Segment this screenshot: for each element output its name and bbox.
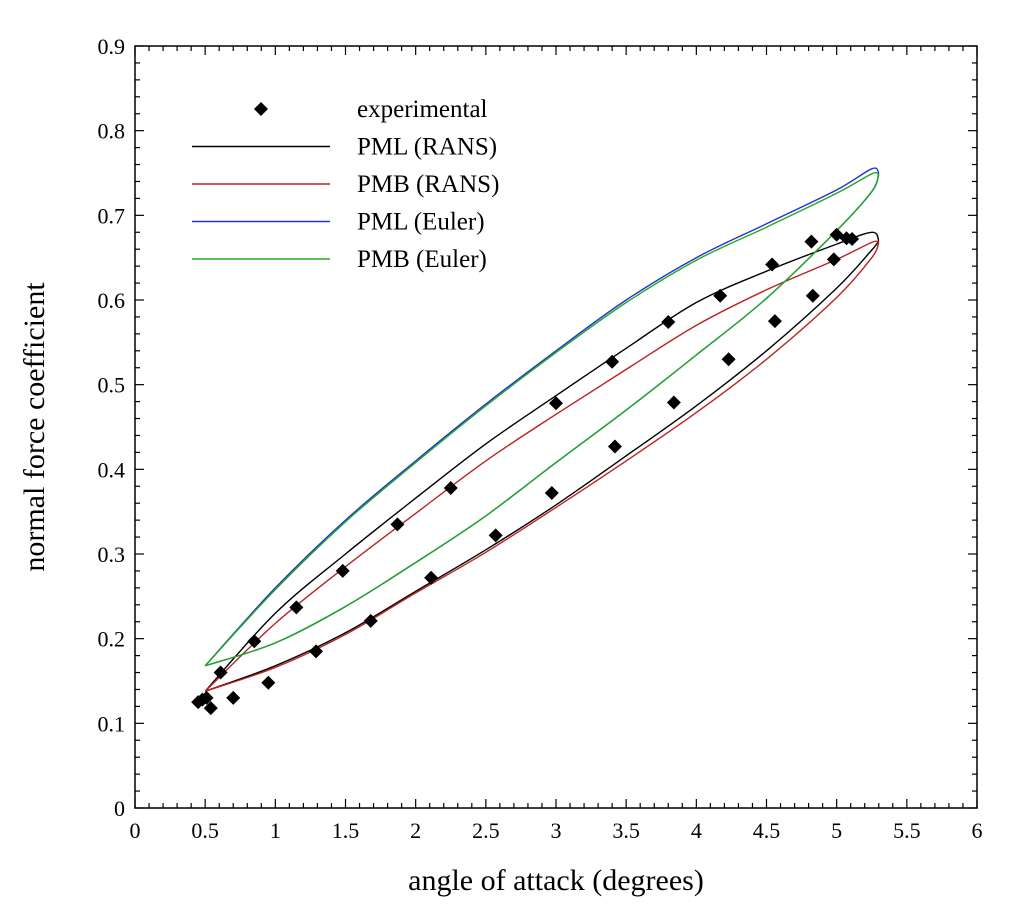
x-axis-title: angle of attack (degrees) <box>408 864 704 897</box>
data-point <box>199 690 214 705</box>
y-tick-label: 0.3 <box>98 542 126 567</box>
data-point <box>767 314 782 329</box>
data-point <box>805 288 820 303</box>
curve-pmb-rans-lower <box>204 242 880 692</box>
axis-ticks <box>134 45 978 809</box>
y-axis-title: normal force coefficient <box>18 282 51 572</box>
x-tick-label: 0 <box>130 818 141 843</box>
data-point <box>203 701 218 716</box>
legend-label: experimental <box>357 96 488 123</box>
data-point <box>666 395 681 410</box>
y-tick-labels: 0 0.1 0.2 0.3 0.4 0.5 0.6 0.7 0.8 0.9 <box>98 34 126 821</box>
data-point <box>443 480 458 495</box>
x-tick-label: 2 <box>410 818 421 843</box>
data-point <box>549 396 563 411</box>
x-tick-label: 6 <box>972 818 983 843</box>
y-tick-label: 0.8 <box>98 119 126 144</box>
x-tick-label: 2.5 <box>472 818 500 843</box>
x-tick-label: 5 <box>831 818 842 843</box>
experimental-markers <box>191 227 860 716</box>
data-point <box>226 690 241 705</box>
data-point <box>309 644 324 659</box>
data-point <box>804 234 819 249</box>
data-point <box>605 354 620 369</box>
data-point <box>713 288 728 303</box>
data-point <box>765 257 780 272</box>
curve-pml-rans-lower <box>204 240 880 692</box>
y-tick-label: 0.4 <box>98 457 126 482</box>
x-tick-label: 1 <box>270 818 281 843</box>
x-tick-label: 3 <box>551 818 562 843</box>
y-tick-label: 0.9 <box>98 34 126 59</box>
data-point <box>390 517 405 532</box>
series-curves <box>204 167 880 692</box>
curve-pmb-euler-upper <box>204 171 880 667</box>
legend-label: PML (Euler) <box>357 209 485 236</box>
data-point <box>826 252 841 267</box>
x-tick-label: 1.5 <box>332 818 360 843</box>
x-tick-label: 4 <box>691 818 702 843</box>
data-point <box>424 570 439 585</box>
data-point <box>363 613 378 628</box>
legend-label: PMB (Euler) <box>357 246 487 273</box>
data-point <box>544 486 559 501</box>
legend-label: PMB (RANS) <box>357 171 499 198</box>
x-tick-label: 3.5 <box>612 818 640 843</box>
x-tick-labels: 0 0.5 1 1.5 2 2.5 3 3.5 4 4.5 5 5.5 6 <box>130 818 983 843</box>
curve-pml-rans-upper <box>204 231 880 692</box>
legend-label: PML (RANS) <box>357 134 497 161</box>
y-tick-label: 0.7 <box>98 203 126 228</box>
legend-marker <box>254 102 268 116</box>
y-tick-label: 0.6 <box>98 288 126 313</box>
data-point <box>721 352 736 367</box>
data-point <box>261 675 276 690</box>
curve-pmb-rans-upper <box>204 240 880 692</box>
y-tick-label: 0 <box>114 796 125 821</box>
curve-pml-euler-upper <box>204 167 880 667</box>
y-tick-label: 0.2 <box>98 627 126 652</box>
data-point <box>661 315 676 330</box>
x-tick-label: 5.5 <box>893 818 921 843</box>
data-point <box>607 439 622 454</box>
y-tick-label: 0.1 <box>98 711 126 736</box>
curve-pml-euler-lower <box>204 172 880 667</box>
legend: experimental PML (RANS) PMB (RANS) PML (Eul… <box>192 96 499 273</box>
data-point <box>488 528 503 543</box>
x-tick-label: 4.5 <box>753 818 781 843</box>
data-point <box>335 563 350 578</box>
data-point <box>845 232 860 247</box>
y-tick-label: 0.5 <box>98 373 126 398</box>
curve-pmb-euler-lower <box>204 174 880 667</box>
data-point <box>247 634 262 649</box>
x-tick-label: 0.5 <box>191 818 219 843</box>
data-point <box>289 600 304 615</box>
data-point <box>213 665 228 680</box>
plot-frame <box>134 45 978 809</box>
